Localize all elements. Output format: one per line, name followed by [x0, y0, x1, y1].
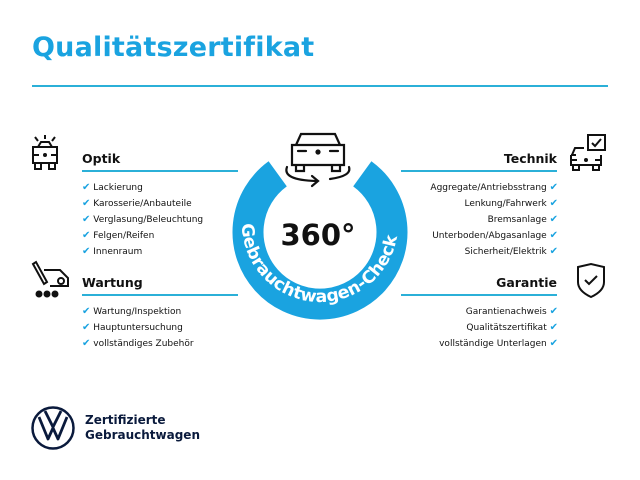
check-icon: ✔: [82, 182, 91, 193]
check-icon: ✔: [82, 214, 91, 225]
brand-text: Zertifizierte Gebrauchtwagen: [85, 413, 200, 443]
list-item: ✔ Verglasung/Beleuchtung: [82, 214, 204, 225]
car-checklist-icon: [570, 134, 606, 171]
list-item: Bremsanlage ✔: [487, 214, 558, 225]
garantie-divider: [401, 294, 557, 296]
list-item: ✔ Lackierung: [82, 182, 143, 193]
brand-line-1: Zertifizierte: [85, 413, 166, 427]
list-item: Unterboden/Abgasanlage ✔: [432, 230, 558, 241]
list-item: ✔ Wartung/Inspektion: [82, 306, 182, 317]
list-item: ✔ vollständiges Zubehör: [82, 338, 194, 349]
vw-logo: [31, 406, 75, 450]
check-icon: ✔: [82, 230, 91, 241]
shield-check-icon: [577, 262, 605, 299]
list-item: Lenkung/Fahrwerk ✔: [464, 198, 558, 209]
list-item: ✔ Karosserie/Anbauteile: [82, 198, 192, 209]
check-icon: ✔: [82, 198, 91, 209]
list-item: Qualitätszertifikat ✔: [466, 322, 558, 333]
car-lights-icon: [32, 135, 58, 170]
check-icon: ✔: [549, 198, 558, 209]
technik-divider: [401, 170, 557, 172]
car-service-icon: [31, 260, 69, 298]
section-heading-optik: Optik: [82, 151, 121, 166]
ring-arc: [232, 161, 408, 320]
technik-list: Aggregate/Antriebsstrang ✔ Lenkung/Fahrw…: [430, 180, 558, 260]
list-item: ✔ Hauptuntersuchung: [82, 322, 183, 333]
check-icon: ✔: [549, 182, 558, 193]
check-icon: ✔: [549, 230, 558, 241]
check-icon: ✔: [549, 246, 558, 257]
title-divider: [32, 85, 608, 87]
list-item: ✔ Felgen/Reifen: [82, 230, 155, 241]
check-icon: ✔: [82, 246, 91, 257]
optik-list: ✔ Lackierung ✔ Karosserie/Anbauteile ✔ V…: [82, 180, 203, 260]
rotating-car-icon: [285, 132, 351, 188]
brand-line-2: Gebrauchtwagen: [85, 428, 200, 442]
check-icon: ✔: [549, 322, 558, 333]
list-item: Garantienachweis ✔: [465, 306, 558, 317]
check-icon: ✔: [549, 214, 558, 225]
garantie-list: Garantienachweis ✔ Qualitätszertifikat ✔…: [439, 304, 558, 352]
list-item: Sicherheit/Elektrik ✔: [464, 246, 558, 257]
360-label: 360°: [280, 218, 355, 252]
wartung-list: ✔ Wartung/Inspektion ✔ Hauptuntersuchung…: [82, 304, 194, 352]
list-item: vollständige Unterlagen ✔: [439, 338, 558, 349]
optik-divider: [82, 170, 238, 172]
check-icon: ✔: [549, 338, 558, 349]
list-item: ✔ Innenraum: [82, 246, 143, 257]
list-item: Aggregate/Antriebsstrang ✔: [430, 182, 558, 193]
section-heading-technik: Technik: [503, 151, 557, 166]
check-icon: ✔: [82, 322, 91, 333]
section-heading-wartung: Wartung: [82, 275, 143, 290]
section-heading-garantie: Garantie: [496, 275, 557, 290]
check-icon: ✔: [82, 338, 91, 349]
page-title: Qualitätszertifikat: [32, 32, 315, 63]
check-icon: ✔: [82, 306, 91, 317]
check-icon: ✔: [549, 306, 558, 317]
wartung-divider: [82, 294, 238, 296]
